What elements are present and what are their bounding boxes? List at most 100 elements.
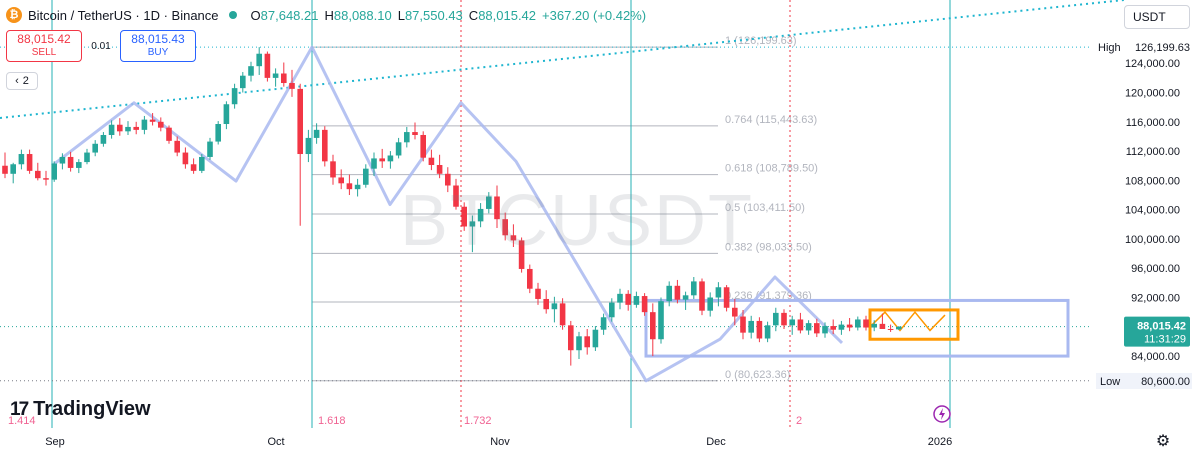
open-label: O [250,7,261,23]
candle-body [108,124,115,135]
price-axis[interactable]: 124,000.00 120,000.00 116,000.00 112,000.00… [1096,42,1192,389]
candle-body [330,161,336,178]
time-tick-label: Oct [267,436,284,448]
candle-body [182,152,189,165]
spread-value: 0.01 [91,40,111,52]
candle-body [748,320,754,333]
candle-body [732,307,738,317]
trend-line [0,0,1125,119]
price-tick-label: 96,000.00 [1131,263,1180,275]
low-value: 87,550.43 [404,7,463,23]
candle-body [10,164,16,174]
candle-body [2,165,8,174]
candle-body [445,173,451,186]
candle-body [633,296,640,305]
candle-body [510,235,517,241]
price-tick-label: 124,000.00 [1125,58,1180,70]
indicators-toggle-button[interactable]: ‹ 2 [6,72,38,90]
candle-body [576,336,582,351]
candle-body [896,326,902,330]
candle-body [387,155,394,162]
candle-body [715,287,722,298]
candle-body [625,293,631,305]
candle-body [412,132,418,135]
candle-body [240,75,246,89]
symbol-watermark: BTCUSDT [400,181,754,261]
currency-select[interactable]: USDT [1124,5,1190,29]
candle-body [199,156,205,171]
price-tick-label: 120,000.00 [1125,88,1180,100]
bitcoin-icon: ₿ [6,7,22,23]
range-rectangle-orange [868,308,960,341]
candle-body [879,323,886,329]
candle-body [830,326,836,330]
candle-body [822,326,828,334]
time-tick-label: 2026 [928,436,952,448]
time-tick-label: Nov [490,436,510,448]
candle-body [371,158,377,169]
sell-button[interactable]: 88,015.42 SELL [6,30,82,62]
candle-body [436,165,443,174]
candle-body [26,154,33,171]
tradingview-logo[interactable]: 17 TradingView [10,398,151,421]
fib-time-label: 1.618 [318,415,346,427]
candle-body [379,158,385,162]
market-open-dot-icon [228,11,237,19]
candle-body [568,325,574,351]
candle-body [363,168,369,185]
candle-body [84,152,90,163]
candle-body [658,301,664,340]
time-axis[interactable]: Sep Oct Nov Dec 2026 [45,405,952,448]
candle-body [535,288,541,299]
candle-body [428,157,435,166]
price-tick-label: 108,000.00 [1125,175,1180,187]
high-label: H [324,7,334,23]
close-value: 88,015.42 [478,7,537,23]
time-tick-label: Dec [706,436,726,448]
candle-body [863,319,869,328]
candle-body [666,285,672,302]
candle-body [354,184,361,190]
candle-body [674,285,681,300]
candle-body [559,303,566,326]
candle-body [486,196,492,209]
candle-body [805,323,812,331]
high-value: 88,088.10 [333,7,392,23]
low-label: L [397,7,405,23]
candle-body [855,319,861,328]
gear-icon[interactable]: ⚙ [1155,433,1171,450]
candle-body [887,328,894,330]
candle-body [35,170,41,179]
candle-body [723,287,730,308]
price-tick-label: 116,000.00 [1126,117,1180,129]
tradingview-wordmark: TradingView [33,398,151,420]
candle-body [43,178,49,180]
candle-body [215,124,221,142]
candle-body [346,183,353,190]
candle-body [18,154,25,165]
countdown-value: 11:31:29 [1144,334,1186,346]
candle-body [518,240,525,269]
candle-body [174,140,180,153]
buy-button[interactable]: 88,015.43 BUY [120,30,196,62]
candle-body [420,134,426,158]
symbol-title[interactable]: Bitcoin / TetherUS · 1D · Binance [28,7,219,23]
candle-body [404,132,410,143]
candle-body [223,104,230,125]
fib-retracement: 1 (126,199.63) 0.764 (115,443.63) 0.618 (1… [312,35,818,382]
low-tag-value: 80,600.00 [1141,376,1190,388]
chevron-left-icon: ‹ [15,75,19,87]
candle-body [789,319,795,326]
candle-body [617,293,623,303]
candle-body [650,312,656,340]
fib-level-label: 0.5 (103,411.50) [725,202,805,214]
candle-body [92,143,98,153]
last-price-value: 88,015.42 [1137,321,1186,333]
candle-body [289,83,295,89]
candle-body [682,295,689,300]
fib-level-label: 0.618 (108,789.50) [725,163,818,175]
candle-body [272,73,279,78]
candle-body [838,324,845,330]
candle-body [67,156,74,168]
